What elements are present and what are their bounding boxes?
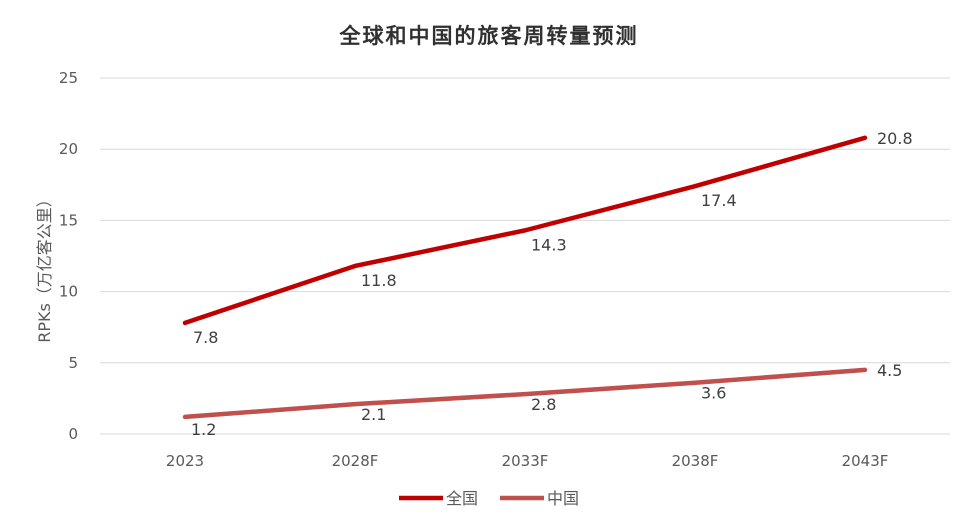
data-label: 3.6 [701,384,726,403]
y-axis-ticks: 0 5 10 15 20 25 [59,69,78,443]
chart-title: 全球和中国的旅客周转量预测 [339,23,639,48]
x-axis-ticks: 2023 2028F 2033F 2038F 2043F [166,452,889,470]
legend: 全国 中国 [399,489,579,508]
legend-label: 全国 [446,489,478,508]
x-tick-label: 2033F [502,452,549,470]
series-lines [182,135,868,420]
x-tick-label: 2043F [842,452,889,470]
legend-label: 中国 [547,489,579,508]
y-tick-label: 10 [59,283,78,301]
x-tick-label: 2038F [672,452,719,470]
data-label: 20.8 [877,129,913,148]
series-line [182,135,868,326]
data-label: 4.5 [877,361,902,380]
data-label: 2.8 [531,395,556,414]
y-tick-label: 20 [59,140,78,158]
x-tick-label: 2028F [332,452,379,470]
data-labels: 7.8 11.8 14.3 17.4 20.8 1.2 2.1 2.8 3.6 4.5 [191,129,913,439]
y-tick-label: 0 [68,425,78,443]
data-label: 17.4 [701,191,737,210]
data-label: 11.8 [361,271,397,290]
data-label: 1.2 [191,420,216,439]
x-tick-label: 2023 [166,452,204,470]
y-tick-label: 5 [68,354,78,372]
y-tick-label: 15 [59,211,78,229]
data-label: 2.1 [361,405,386,424]
y-axis-label: RPKs（万亿客公里） [35,191,54,343]
series-line [182,367,868,420]
data-label: 14.3 [531,235,567,254]
gridlines [100,77,950,435]
data-label: 7.8 [193,328,218,347]
y-tick-label: 25 [59,69,78,87]
